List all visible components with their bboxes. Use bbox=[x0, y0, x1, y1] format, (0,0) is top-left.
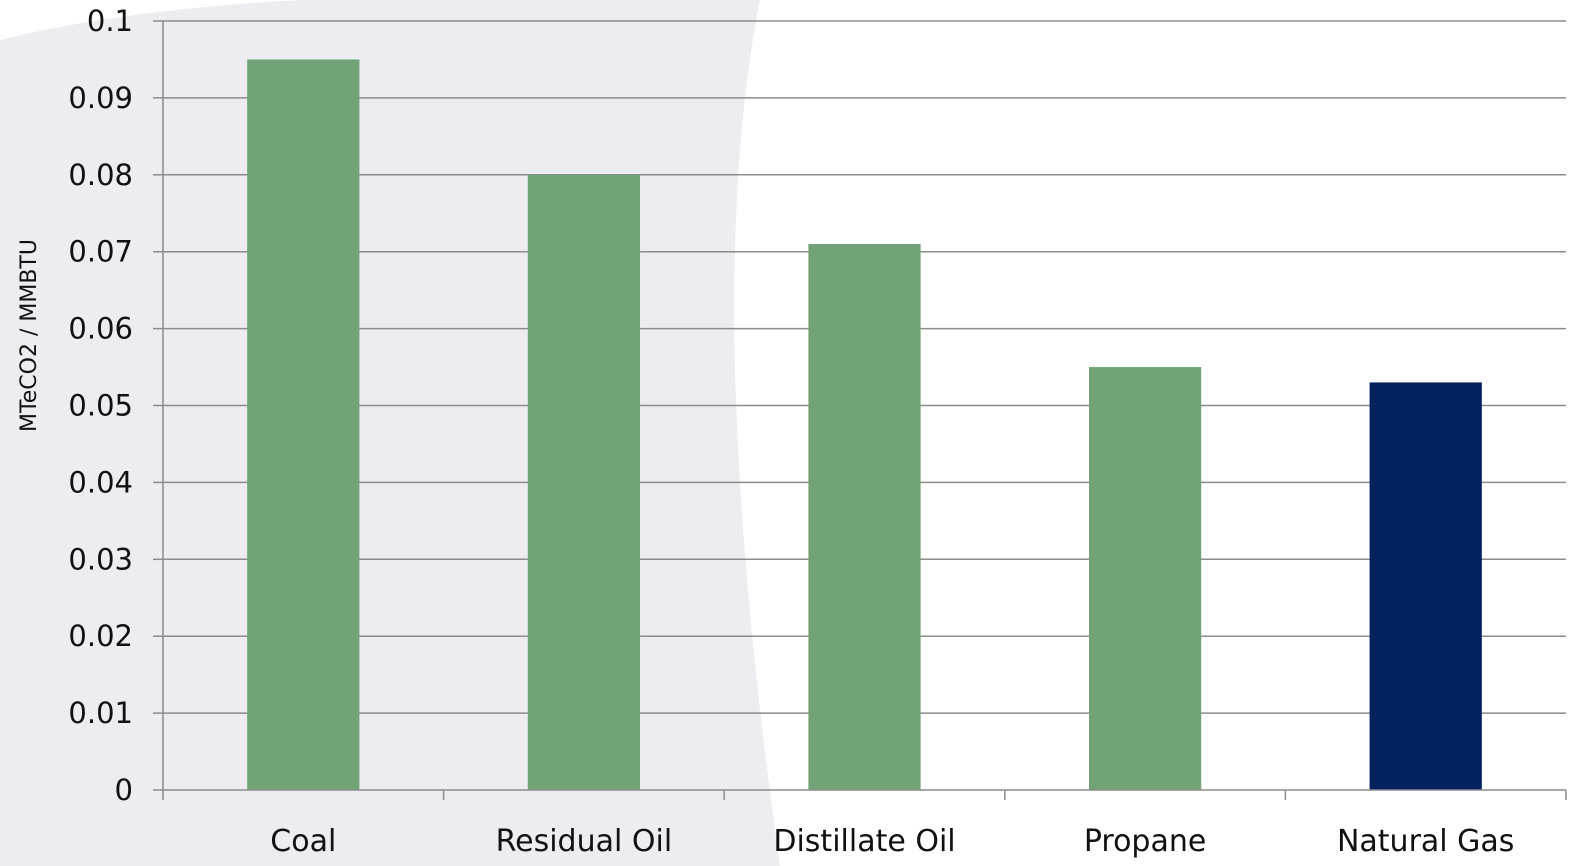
y-tick-label: 0.08 bbox=[68, 158, 133, 192]
x-category-label: Residual Oil bbox=[496, 824, 673, 859]
x-category-label: Distillate Oil bbox=[773, 824, 955, 859]
y-tick-label: 0.05 bbox=[68, 389, 133, 423]
background-swoosh bbox=[0, 0, 780, 866]
x-category-label: Propane bbox=[1084, 824, 1207, 859]
y-tick-label: 0.03 bbox=[68, 542, 133, 576]
y-tick-label: 0.07 bbox=[68, 235, 133, 269]
y-tick-label: 0.09 bbox=[68, 81, 133, 115]
bar-distillate-oil bbox=[808, 244, 920, 790]
y-tick-label: 0 bbox=[115, 773, 133, 807]
y-tick-label: 0.02 bbox=[68, 619, 133, 653]
bar-natural-gas bbox=[1370, 382, 1482, 790]
bar-residual-oil bbox=[528, 175, 640, 790]
y-tick-label: 0.06 bbox=[68, 312, 133, 346]
bar-coal bbox=[247, 59, 359, 790]
bar-propane bbox=[1089, 367, 1201, 790]
y-tick-label: 0.1 bbox=[87, 4, 133, 38]
y-tick-label: 0.04 bbox=[68, 465, 133, 499]
x-category-label: Coal bbox=[270, 824, 336, 859]
y-tick-label: 0.01 bbox=[68, 696, 133, 730]
x-category-label: Natural Gas bbox=[1337, 824, 1514, 859]
y-axis-title: MTeCO2 / MMBTU bbox=[17, 239, 42, 432]
